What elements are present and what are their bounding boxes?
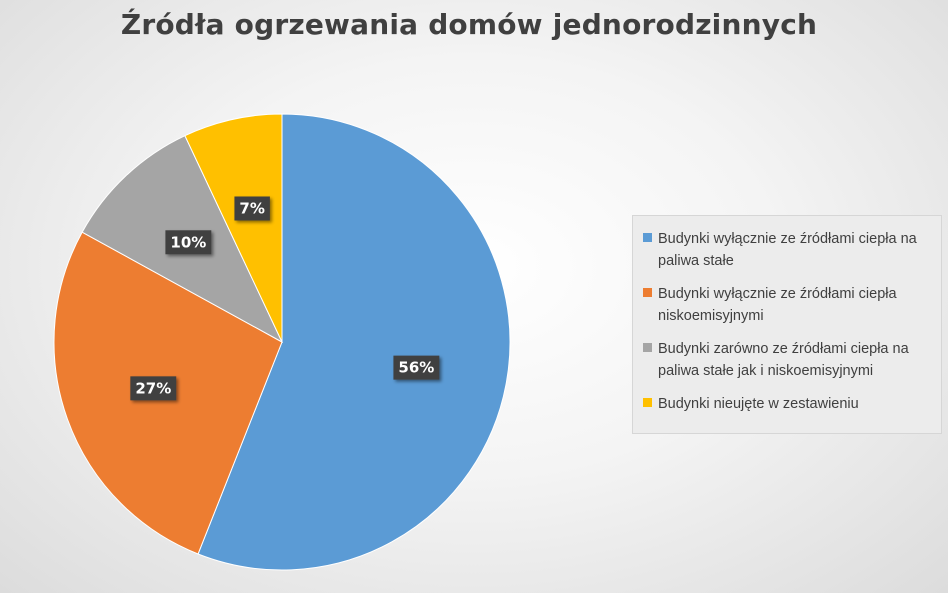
slice-label-box — [165, 230, 212, 255]
slice-label-text: 56% — [398, 359, 434, 377]
legend-item: Budynki wyłącznie ze źródłami ciepła nis… — [643, 283, 933, 327]
legend: Budynki wyłącznie ze źródłami ciepła na … — [632, 215, 942, 434]
legend-swatch — [643, 288, 652, 297]
legend-item: Budynki zarówno ze źródłami ciepła na pa… — [643, 338, 933, 382]
slice-label-box — [393, 355, 440, 380]
legend-item: Budynki wyłącznie ze źródłami ciepła na … — [643, 228, 933, 272]
legend-label: Budynki nieujęte w zestawieniu — [658, 396, 859, 412]
slice-label-box — [130, 376, 177, 401]
legend-label: Budynki zarówno ze źródłami ciepła na pa… — [658, 341, 909, 379]
legend-swatch — [643, 398, 652, 407]
legend-swatch — [643, 233, 652, 242]
legend-label: Budynki wyłącznie ze źródłami ciepła na … — [658, 231, 917, 269]
legend-item: Budynki nieujęte w zestawieniu — [643, 393, 933, 415]
slice-data-label: 7% — [234, 196, 270, 221]
legend-swatch — [643, 343, 652, 352]
slice-label-text: 10% — [170, 233, 206, 251]
slice-data-label: 27% — [130, 376, 177, 401]
pie-slice — [184, 113, 283, 343]
slice-data-label: 10% — [165, 230, 212, 255]
slice-label-text: 27% — [135, 379, 171, 397]
pie-slice — [197, 113, 511, 571]
slice-data-label: 56% — [393, 355, 440, 380]
chart-title: Źródła ogrzewania domów jednorodzinnych — [120, 8, 818, 41]
slice-label-box — [234, 196, 270, 221]
legend-label: Budynki wyłącznie ze źródłami ciepła nis… — [658, 286, 897, 324]
slice-label-text: 7% — [239, 199, 264, 217]
